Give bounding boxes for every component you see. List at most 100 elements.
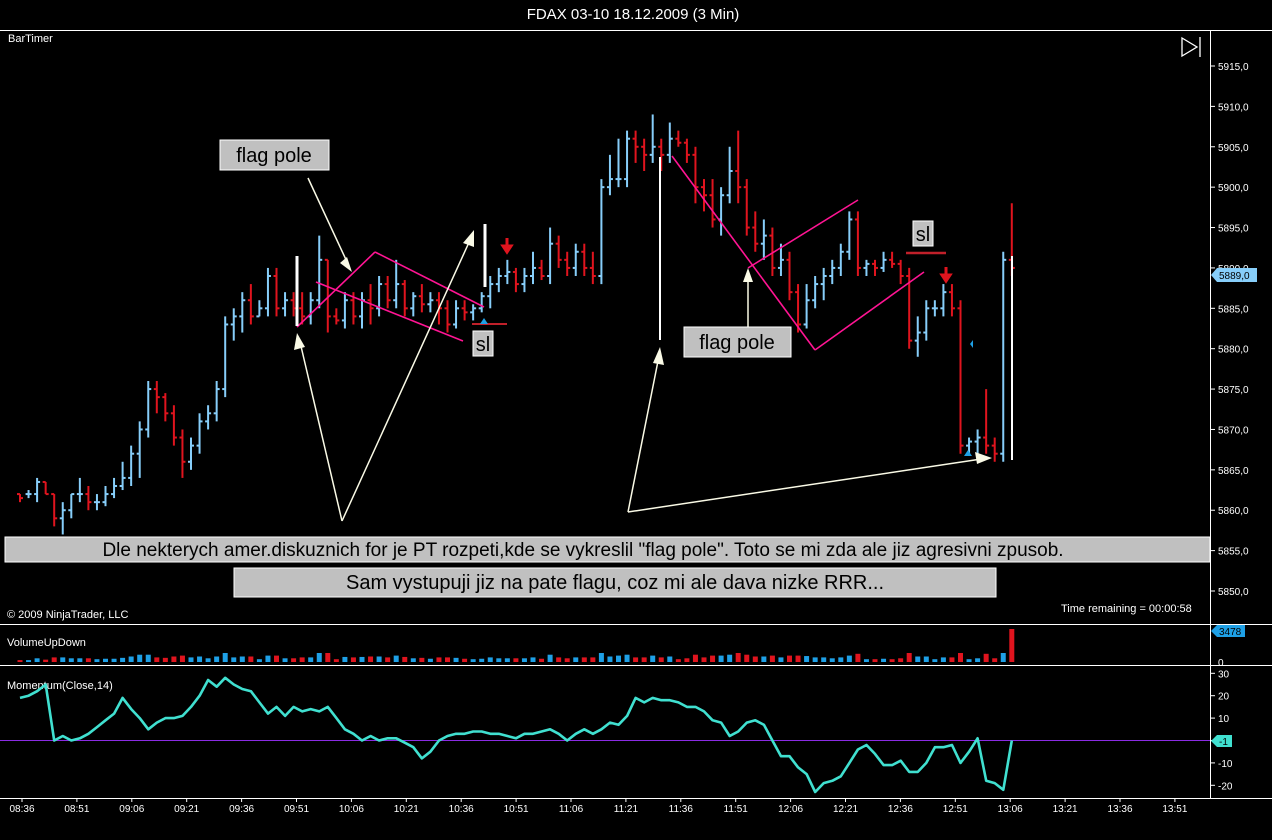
price-tick-label: 5855,0 bbox=[1218, 547, 1249, 558]
stop-loss-label-1: sl bbox=[472, 330, 494, 357]
price-bar bbox=[606, 154, 613, 196]
price-bar bbox=[726, 146, 733, 204]
price-bar bbox=[376, 276, 383, 317]
volume-bar bbox=[316, 653, 322, 662]
volume-bar bbox=[539, 658, 545, 662]
bar-timer-label: BarTimer bbox=[8, 33, 53, 45]
price-bar bbox=[906, 267, 913, 349]
price-bar bbox=[966, 437, 973, 454]
price-bar bbox=[991, 437, 998, 462]
volume-bar bbox=[675, 659, 681, 662]
price-bar bbox=[128, 445, 135, 486]
price-bar bbox=[872, 259, 878, 276]
volume-bars: 0 bbox=[17, 629, 1224, 669]
volume-bar bbox=[256, 659, 262, 662]
price-bar bbox=[273, 267, 280, 317]
price-bar bbox=[196, 413, 203, 454]
volume-bar bbox=[154, 657, 160, 662]
price-bar bbox=[102, 486, 109, 507]
time-tick-label: 12:36 bbox=[888, 804, 913, 815]
price-bar bbox=[701, 179, 707, 212]
price-bars bbox=[17, 114, 1015, 535]
volume-bar bbox=[162, 657, 168, 662]
volume-bar bbox=[427, 658, 433, 662]
price-bar bbox=[170, 405, 177, 446]
volume-bar bbox=[983, 653, 989, 662]
price-bar bbox=[179, 429, 186, 478]
volume-bar bbox=[299, 657, 305, 662]
price-bar bbox=[555, 235, 562, 268]
volume-bar bbox=[616, 655, 621, 662]
price-bar bbox=[42, 480, 49, 496]
volume-bar bbox=[171, 656, 177, 662]
price-bar bbox=[427, 292, 434, 313]
time-tick-label: 09:06 bbox=[119, 804, 144, 815]
volume-bar bbox=[1009, 629, 1015, 662]
price-bar bbox=[931, 300, 938, 317]
price-bar bbox=[25, 490, 32, 499]
momentum-tick-label: 10 bbox=[1218, 714, 1230, 725]
svg-text:flag pole: flag pole bbox=[236, 145, 312, 167]
volume-bar bbox=[274, 655, 279, 662]
volume-bar bbox=[727, 654, 733, 662]
price-bar bbox=[495, 267, 502, 293]
price-bar bbox=[889, 251, 896, 268]
volume-bar bbox=[992, 658, 998, 662]
flag-channel-1 bbox=[296, 251, 485, 342]
price-tick-label: 5900,0 bbox=[1218, 183, 1249, 194]
volume-bar bbox=[43, 659, 49, 662]
price-bar bbox=[76, 477, 83, 503]
price-bar bbox=[299, 292, 306, 325]
price-bar bbox=[188, 437, 194, 470]
price-bar bbox=[230, 308, 237, 341]
price-bar bbox=[111, 477, 118, 499]
time-tick-label: 11:36 bbox=[669, 804, 694, 815]
price-bar bbox=[880, 251, 887, 272]
volume-bar bbox=[838, 657, 844, 662]
scroll-to-end-icon[interactable] bbox=[1181, 36, 1201, 58]
volume-bar bbox=[940, 657, 946, 662]
price-bar bbox=[598, 179, 605, 285]
volume-bar bbox=[68, 658, 74, 662]
price-bar bbox=[247, 284, 254, 325]
price-bar bbox=[530, 251, 536, 285]
last-price-tag: 5889,0 bbox=[1211, 268, 1257, 282]
price-bar bbox=[333, 308, 340, 325]
price-bar bbox=[769, 227, 776, 276]
volume-bar bbox=[34, 658, 40, 662]
price-bar bbox=[683, 138, 690, 163]
volume-bar bbox=[795, 655, 801, 662]
price-tick-label: 5870,0 bbox=[1218, 425, 1249, 436]
price-bar bbox=[658, 138, 665, 171]
volume-bar bbox=[966, 659, 972, 662]
volume-bar bbox=[462, 658, 468, 662]
price-bar bbox=[581, 243, 588, 276]
volume-bar bbox=[419, 657, 425, 662]
price-bar bbox=[854, 211, 861, 276]
volume-bar bbox=[205, 658, 211, 662]
volume-bar bbox=[710, 655, 716, 662]
momentum-panel-label: Momentum(Close,14) bbox=[7, 680, 113, 692]
volume-bar bbox=[787, 655, 792, 662]
volume-bar bbox=[26, 660, 32, 662]
flag-pole-label-2: flag pole bbox=[683, 326, 792, 358]
svg-text:3478: 3478 bbox=[1219, 627, 1242, 638]
volume-bar bbox=[77, 658, 83, 662]
price-bar bbox=[17, 493, 23, 503]
time-tick-label: 13:06 bbox=[998, 804, 1023, 815]
momentum-tick-label: -20 bbox=[1218, 781, 1233, 792]
price-bar bbox=[897, 259, 904, 285]
price-bar bbox=[820, 267, 827, 301]
volume-bar bbox=[769, 655, 775, 662]
volume-panel-label: VolumeUpDown bbox=[7, 637, 86, 649]
price-bar bbox=[93, 494, 100, 511]
volume-bar bbox=[111, 658, 117, 662]
price-bar bbox=[51, 493, 58, 527]
volume-bar bbox=[863, 659, 869, 662]
volume-bar bbox=[881, 658, 887, 662]
volume-bar bbox=[231, 657, 237, 662]
time-tick-label: 10:51 bbox=[504, 804, 529, 815]
price-bar bbox=[983, 389, 990, 454]
svg-text:-1: -1 bbox=[1219, 737, 1228, 748]
